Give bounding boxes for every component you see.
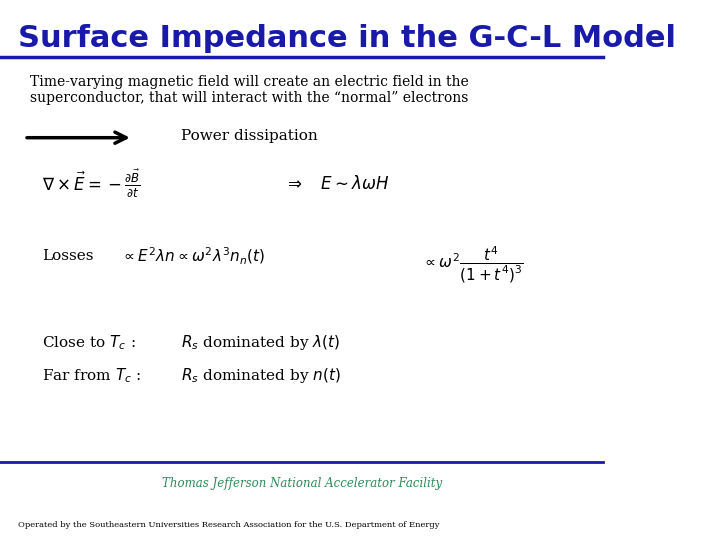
- Text: Close to $T_c$ :: Close to $T_c$ :: [42, 334, 136, 352]
- Text: $R_s$ dominated by $\lambda(t)$: $R_s$ dominated by $\lambda(t)$: [181, 333, 340, 353]
- Text: $\Rightarrow \quad E \sim \lambda \omega H$: $\Rightarrow \quad E \sim \lambda \omega…: [284, 174, 389, 193]
- Text: Operated by the Southeastern Universities Research Association for the U.S. Depa: Operated by the Southeastern Universitie…: [18, 521, 440, 529]
- Text: $R_s$ dominated by $n(t)$: $R_s$ dominated by $n(t)$: [181, 366, 341, 385]
- Text: $\propto \omega^2 \dfrac{t^4}{\left(1 + t^4\right)^3}$: $\propto \omega^2 \dfrac{t^4}{\left(1 + …: [423, 245, 524, 285]
- Text: Losses: Losses: [42, 249, 94, 264]
- Text: Thomas Jefferson National Accelerator Facility: Thomas Jefferson National Accelerator Fa…: [161, 477, 441, 490]
- Text: $\nabla \times \vec{E} = -\frac{\partial \vec{B}}{\partial t}$: $\nabla \times \vec{E} = -\frac{\partial…: [42, 168, 141, 199]
- Text: Power dissipation: Power dissipation: [181, 129, 318, 143]
- Text: Time-varying magnetic field will create an electric field in the
superconductor,: Time-varying magnetic field will create …: [30, 75, 469, 105]
- Text: Far from $T_c$ :: Far from $T_c$ :: [42, 366, 142, 384]
- Text: $\propto E^2 \lambda n \propto \omega^2 \lambda^3 n_n(t)$: $\propto E^2 \lambda n \propto \omega^2 …: [121, 246, 265, 267]
- Text: Surface Impedance in the G-C-L Model: Surface Impedance in the G-C-L Model: [18, 24, 676, 53]
